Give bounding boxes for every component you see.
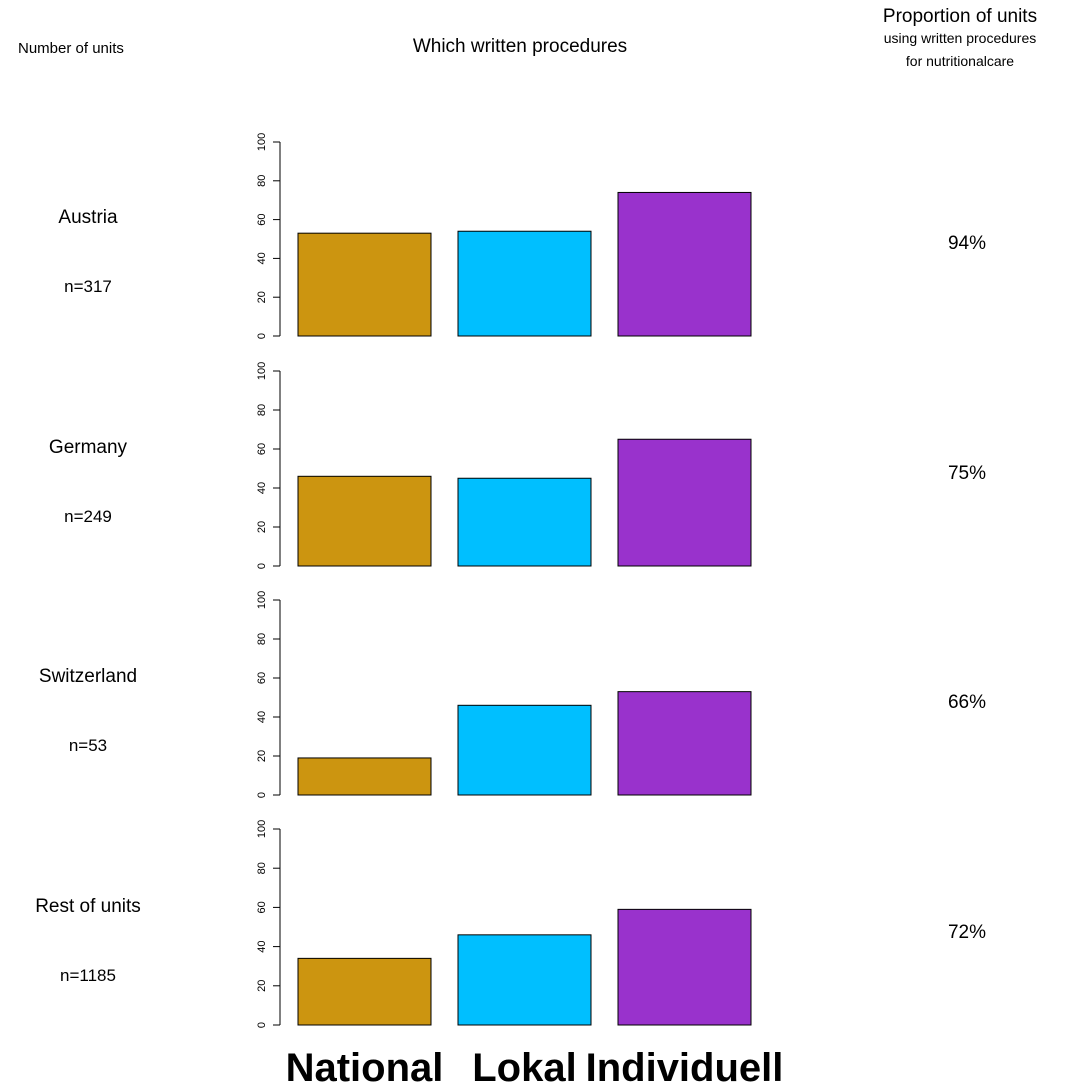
proportion-header: Proportion of units using written proced… xyxy=(850,6,1070,69)
bar-individuell xyxy=(617,691,752,796)
y-tick-label: 60 xyxy=(256,672,268,684)
y-tick-label: 100 xyxy=(256,362,268,380)
y-tick-label: 100 xyxy=(256,820,268,838)
chart-title: Which written procedures xyxy=(412,36,628,57)
panel-n: n=1185 xyxy=(60,966,116,985)
category-label-national: National xyxy=(286,1046,444,1088)
bar-national xyxy=(297,232,432,337)
y-tick-label: 0 xyxy=(256,333,268,339)
y-tick-label: 80 xyxy=(256,633,268,645)
y-tick-label: 0 xyxy=(256,563,268,569)
panel-proportion: 66% xyxy=(948,692,986,713)
panel-label: Rest of units xyxy=(35,896,141,917)
panel-n: n=249 xyxy=(64,507,112,526)
bar-national xyxy=(297,757,432,796)
panel-proportion: 94% xyxy=(948,233,986,254)
y-tick-label: 40 xyxy=(256,940,268,952)
y-tick-label: 0 xyxy=(256,1022,268,1028)
y-tick-label: 20 xyxy=(256,750,268,762)
panel-label: Switzerland xyxy=(39,666,137,687)
proportion-header-title: Proportion of units xyxy=(882,6,1038,27)
y-tick-label: 60 xyxy=(256,901,268,913)
y-tick-label: 20 xyxy=(256,291,268,303)
bar-national xyxy=(297,475,432,567)
y-tick-label: 60 xyxy=(256,213,268,225)
y-tick-label: 40 xyxy=(256,482,268,494)
bar-lokal xyxy=(457,477,592,567)
bar-individuell xyxy=(617,191,752,337)
y-tick-label: 80 xyxy=(256,175,268,187)
y-tick-label: 100 xyxy=(256,591,268,609)
panel-proportion: 72% xyxy=(948,922,986,943)
bar-lokal xyxy=(457,704,592,796)
y-tick-label: 20 xyxy=(256,521,268,533)
panel-label: Germany xyxy=(49,437,128,458)
y-tick-label: 40 xyxy=(256,252,268,264)
bar-lokal xyxy=(457,230,592,337)
y-tick-label: 40 xyxy=(256,711,268,723)
y-tick-label: 100 xyxy=(256,133,268,151)
y-tick-label: 80 xyxy=(256,862,268,874)
bar-lokal xyxy=(457,934,592,1026)
y-tick-label: 60 xyxy=(256,443,268,455)
bar-national xyxy=(297,957,432,1026)
panel-label: Austria xyxy=(58,207,118,228)
y-tick-label: 0 xyxy=(256,792,268,798)
number-of-units-header: Number of units xyxy=(18,40,124,57)
panel-proportion: 75% xyxy=(948,463,986,484)
proportion-header-subtitle-1: using written procedures xyxy=(883,30,1037,46)
bar-individuell xyxy=(617,438,752,567)
y-tick-label: 80 xyxy=(256,404,268,416)
panel-n: n=317 xyxy=(64,277,112,296)
bar-individuell xyxy=(617,908,752,1026)
category-label-individuell: Individuell xyxy=(586,1046,784,1088)
proportion-header-subtitle-2: for nutritionalcare xyxy=(905,53,1015,69)
category-label-lokal: Lokal xyxy=(472,1046,576,1088)
y-tick-label: 20 xyxy=(256,980,268,992)
panel-n: n=53 xyxy=(69,736,107,755)
